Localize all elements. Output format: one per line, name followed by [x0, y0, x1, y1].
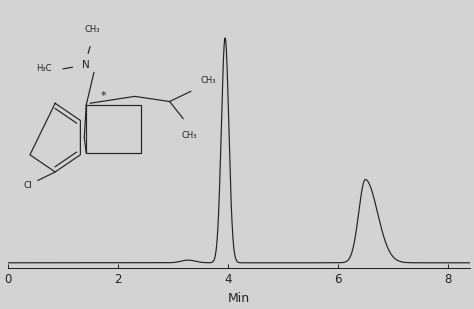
X-axis label: Min: Min: [228, 292, 250, 305]
